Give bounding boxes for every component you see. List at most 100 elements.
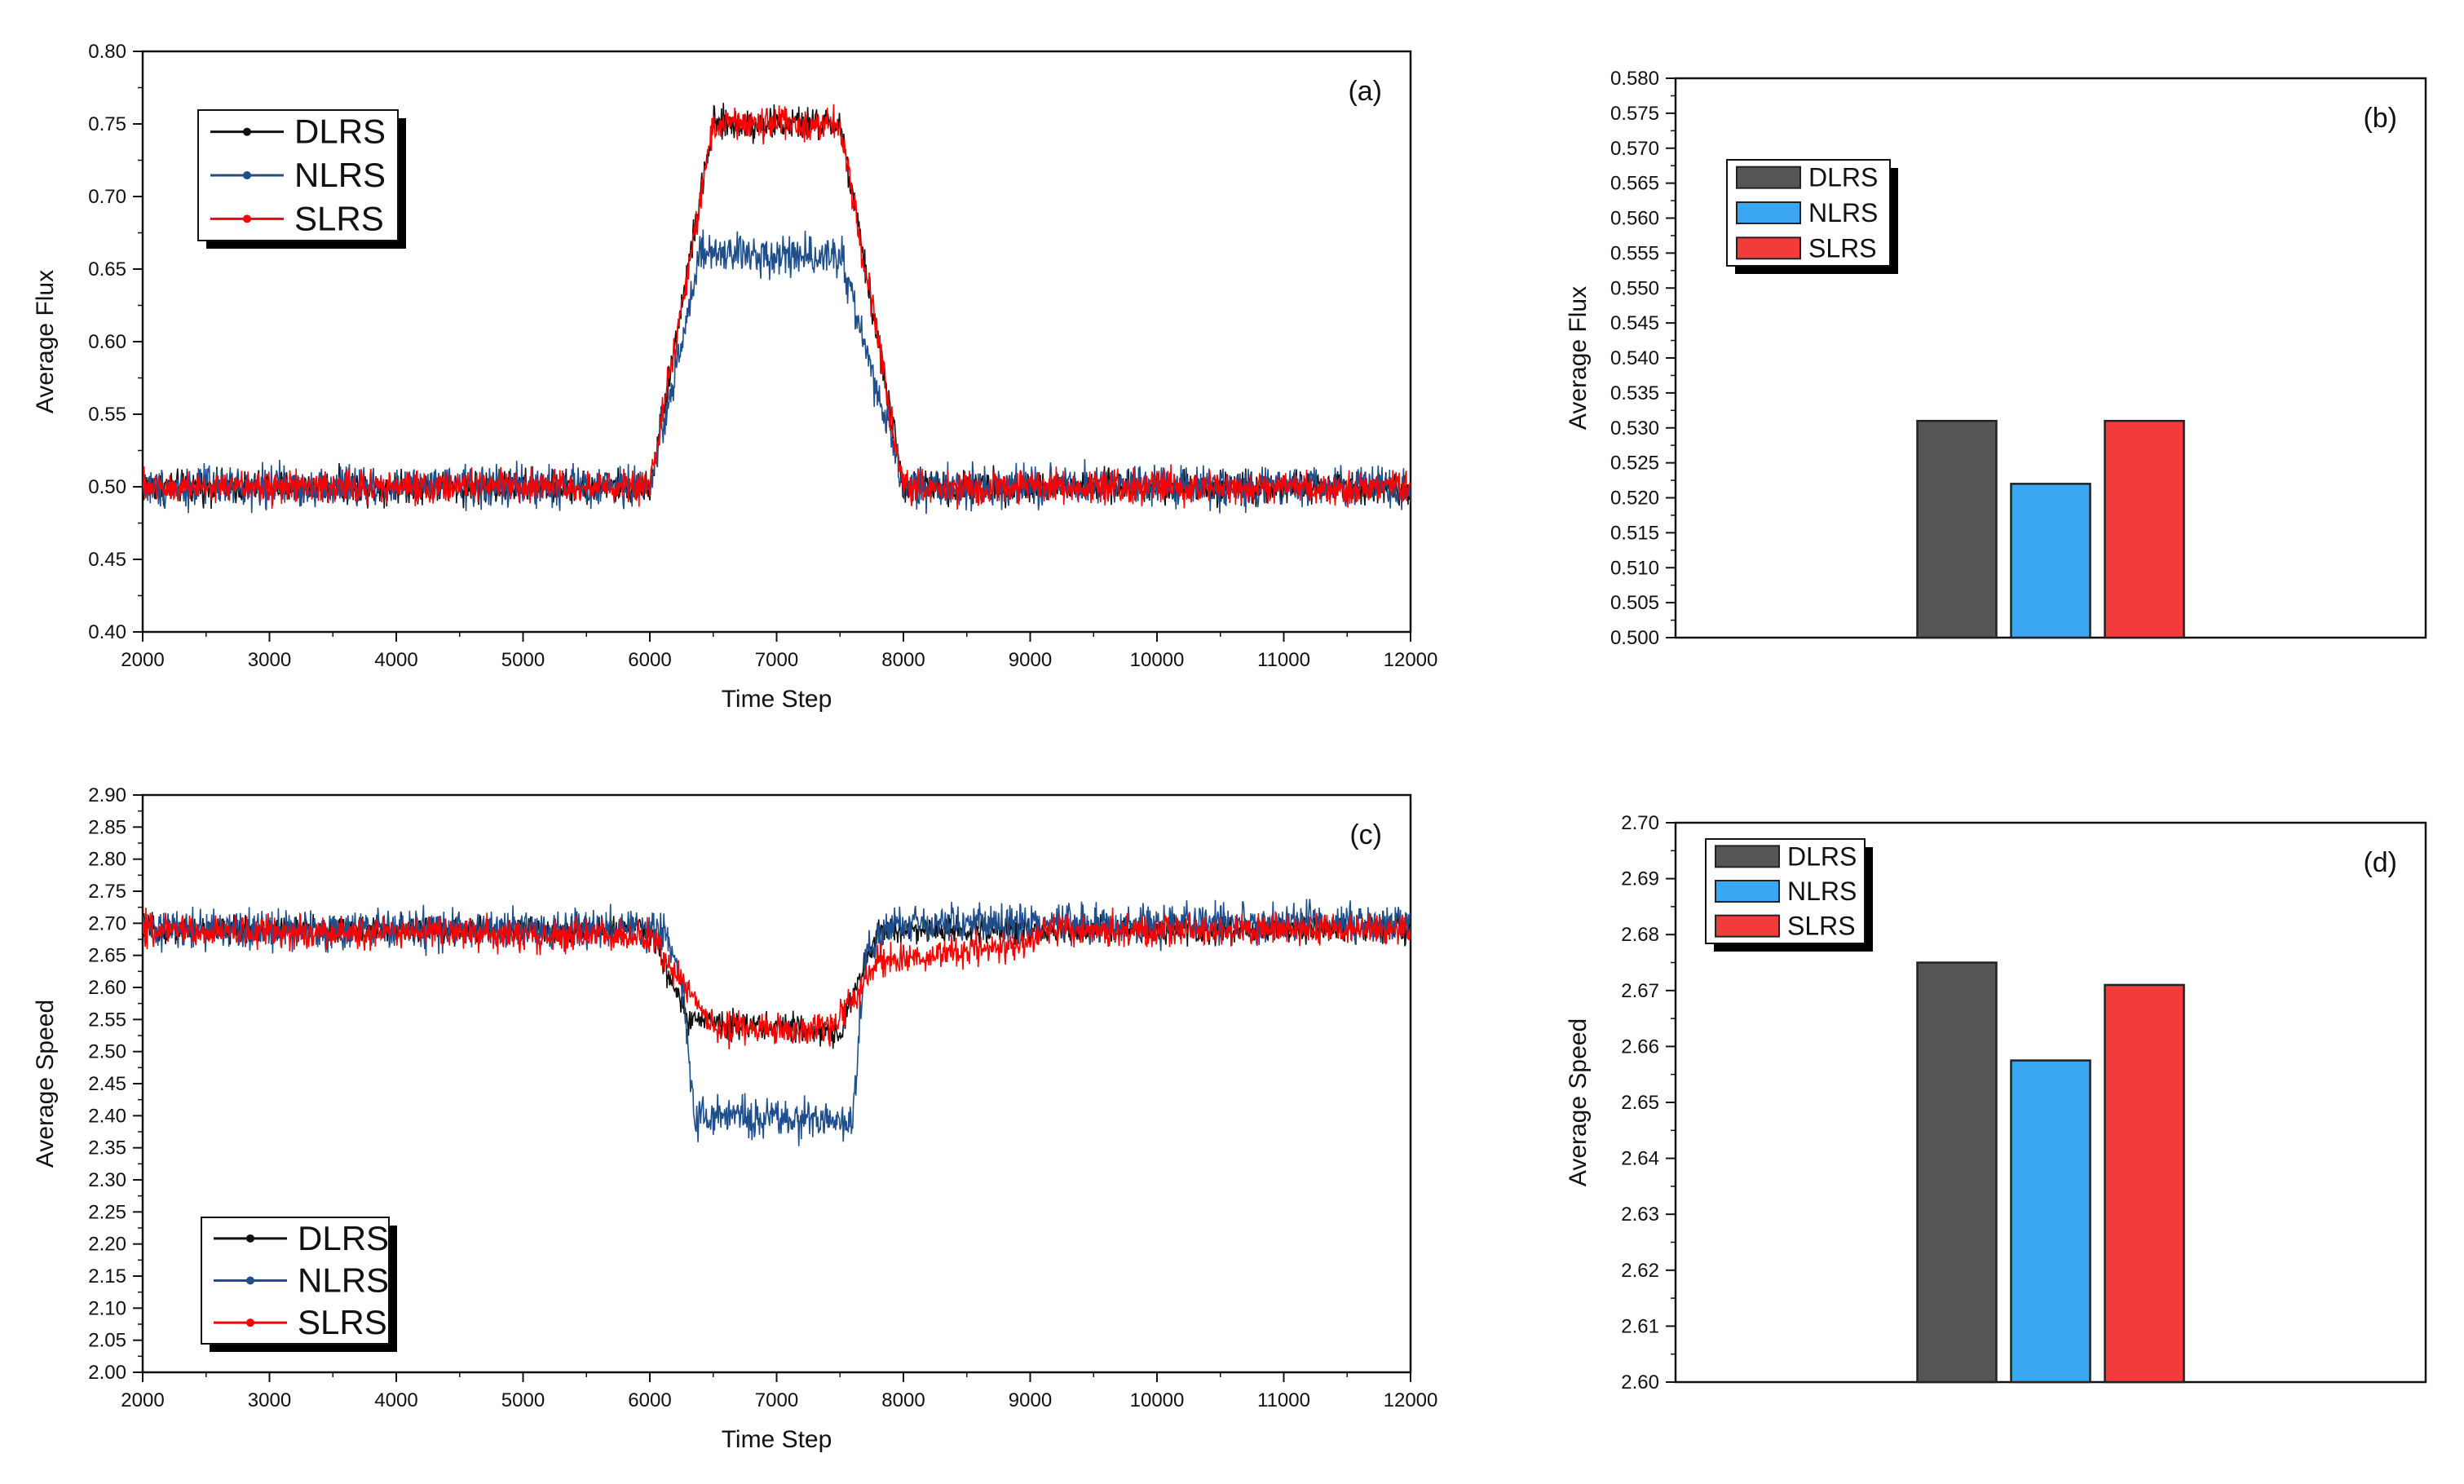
panel-b-legend-swatch-dlrs: [1736, 166, 1801, 189]
panel-b-ytick-label: 0.530: [1610, 417, 1659, 439]
panel-a-xtick-label: 4000: [374, 649, 417, 671]
panel-c-xtick-label: 5000: [501, 1389, 545, 1411]
panel-a-ytick-label: 0.70: [88, 186, 126, 208]
panel-d-ytick-label: 2.68: [1621, 924, 1659, 946]
panel-b-ytick-label: 0.510: [1610, 557, 1659, 579]
panel-c: 2.00 2.05 2.10 2.15 2.20 2.25 2.30 2.35 2.40 2.45…: [32, 784, 1437, 1453]
panel-b-legend-swatch-nlrs: [1736, 201, 1801, 224]
panel-b-ytick-label: 0.505: [1610, 592, 1659, 614]
panel-b-ytick-label: 0.500: [1610, 627, 1659, 649]
panel-c-xtick-label: 2000: [121, 1389, 164, 1411]
panel-d-ytick-label: 2.64: [1621, 1148, 1659, 1170]
panel-a-xtick-label: 8000: [881, 649, 925, 671]
panel-b: 0.500 0.505 0.510 0.515 0.520 0.525 0.530 0.535…: [1565, 68, 2427, 649]
panel-c-ytick-label: 2.10: [88, 1297, 126, 1319]
panel-c-ytick-label: 2.00: [88, 1362, 126, 1384]
panel-d-ylabel: Average Speed: [1565, 1018, 1592, 1186]
panel-b-ytick-label: 0.525: [1610, 453, 1659, 475]
panel-a-legend-label-slrs: SLRS: [294, 199, 384, 237]
panel-c-legend-label-slrs: SLRS: [298, 1303, 387, 1341]
panel-c-xlabel: Time Step: [722, 1426, 832, 1453]
panel-a-xtick-label: 5000: [501, 649, 545, 671]
panel-c-ytick-label: 2.60: [88, 977, 126, 999]
panel-b-ytick-label: 0.560: [1610, 208, 1659, 230]
panel-c-ytick-label: 2.80: [88, 849, 126, 871]
panel-a-xtick-label: 12000: [1384, 649, 1438, 671]
panel-c-series-slrs: [143, 908, 1411, 1049]
panel-c-ytick-label: 2.35: [88, 1137, 126, 1159]
panel-a-legend-label-nlrs: NLRS: [294, 156, 386, 194]
panel-a-xtick-label: 9000: [1009, 649, 1052, 671]
panel-b-bar-nlrs: [2010, 483, 2091, 639]
panel-d-bar-slrs: [2104, 983, 2185, 1384]
panel-b-legend-label-dlrs: DLRS: [1808, 163, 1878, 192]
panel-d-ytick-label: 2.63: [1621, 1204, 1659, 1226]
panel-a-ytick-label: 0.40: [88, 621, 126, 643]
panel-a-legend-marker-slrs: [243, 214, 251, 223]
panel-c-xtick-label: 12000: [1384, 1389, 1438, 1411]
panel-c-xtick-label: 4000: [374, 1389, 417, 1411]
panel-c-ytick-label: 2.50: [88, 1041, 126, 1063]
panel-c-xtick-label: 8000: [881, 1389, 925, 1411]
panel-d-ytick-label: 2.67: [1621, 980, 1659, 1002]
panel-c-xtick-label: 11000: [1257, 1389, 1310, 1411]
panel-b-panel-label: (b): [2363, 103, 2397, 134]
panel-c-legend-marker-nlrs: [246, 1276, 254, 1285]
panel-d-legend-swatch-slrs: [1715, 914, 1780, 938]
panel-c-ytick-label: 2.40: [88, 1105, 126, 1127]
panel-c-legend-marker-slrs: [246, 1318, 254, 1327]
panel-c-panel-label: (c): [1349, 819, 1382, 850]
panel-d: 2.60 2.61 2.62 2.63 2.64 2.65 2.66 2.67 2.68 2.69…: [1565, 812, 2427, 1393]
panel-a-xtick-label: 7000: [755, 649, 798, 671]
panel-a-xtick-label: 6000: [628, 649, 671, 671]
panel-b-ytick-label: 0.555: [1610, 242, 1659, 264]
panel-a-ytick-label: 0.65: [88, 258, 126, 280]
panel-d-bar-nlrs: [2010, 1059, 2091, 1384]
panel-c-xtick-label: 7000: [755, 1389, 798, 1411]
panel-c-xtick-label: 9000: [1009, 1389, 1052, 1411]
panel-b-ytick-label: 0.535: [1610, 382, 1659, 404]
panel-c-xtick-label: 6000: [628, 1389, 671, 1411]
panel-b-ytick-label: 0.540: [1610, 347, 1659, 369]
panel-a-xtick-label: 10000: [1130, 649, 1185, 671]
panel-d-ytick-label: 2.65: [1621, 1092, 1659, 1114]
panel-c-ylabel: Average Speed: [32, 1000, 59, 1168]
panel-b-ytick-label: 0.565: [1610, 173, 1659, 195]
panel-c-ytick-label: 2.45: [88, 1073, 126, 1095]
panel-a: 0.40 0.45 0.50 0.55 0.60 0.65 0.70 0.75 0.80 Aver…: [32, 41, 1437, 713]
panel-c-legend-label-nlrs: NLRS: [298, 1261, 389, 1300]
panel-a-xtick-label: 11000: [1257, 649, 1310, 671]
panel-c-ytick-label: 2.70: [88, 912, 126, 934]
panel-d-ytick-label: 2.66: [1621, 1036, 1659, 1058]
panel-b-legend-label-nlrs: NLRS: [1808, 198, 1878, 227]
panel-d-panel-label: (d): [2363, 847, 2397, 878]
panel-c-legend-label-dlrs: DLRS: [298, 1219, 389, 1257]
panel-d-ytick-label: 2.69: [1621, 868, 1659, 890]
panel-a-ytick-label: 0.60: [88, 331, 126, 353]
panel-b-bar-slrs: [2104, 419, 2185, 639]
panel-b-ytick-label: 0.550: [1610, 277, 1659, 299]
panel-d-legend-label-slrs: SLRS: [1787, 912, 1856, 941]
panel-c-ytick-label: 2.25: [88, 1201, 126, 1223]
panel-a-series-slrs: [143, 104, 1411, 510]
panel-a-xlabel: Time Step: [722, 686, 832, 713]
panel-b-legend-label-slrs: SLRS: [1808, 233, 1877, 263]
panel-b-ytick-label: 0.520: [1610, 488, 1659, 510]
panel-a-ytick-label: 0.80: [88, 41, 126, 63]
panel-d-ytick-label: 2.62: [1621, 1260, 1659, 1282]
panel-d-ytick-label: 2.60: [1621, 1371, 1659, 1393]
panel-a-ytick-label: 0.75: [88, 113, 126, 135]
panel-b-legend-swatch-slrs: [1736, 236, 1801, 260]
panel-d-ytick-label: 2.61: [1621, 1315, 1659, 1337]
panel-d-ytick-label: 2.70: [1621, 812, 1659, 834]
panel-c-ytick-label: 2.55: [88, 1009, 126, 1031]
panel-b-ytick-label: 0.575: [1610, 103, 1659, 125]
panel-c-ytick-label: 2.20: [88, 1234, 126, 1256]
panel-b-ytick-label: 0.570: [1610, 138, 1659, 160]
panel-c-ytick-label: 2.15: [88, 1265, 126, 1287]
panel-a-ylabel: Average Flux: [32, 270, 59, 413]
panel-c-ytick-label: 2.30: [88, 1169, 126, 1191]
panel-c-ytick-label: 2.75: [88, 881, 126, 903]
panel-c-ytick-label: 2.05: [88, 1330, 126, 1352]
